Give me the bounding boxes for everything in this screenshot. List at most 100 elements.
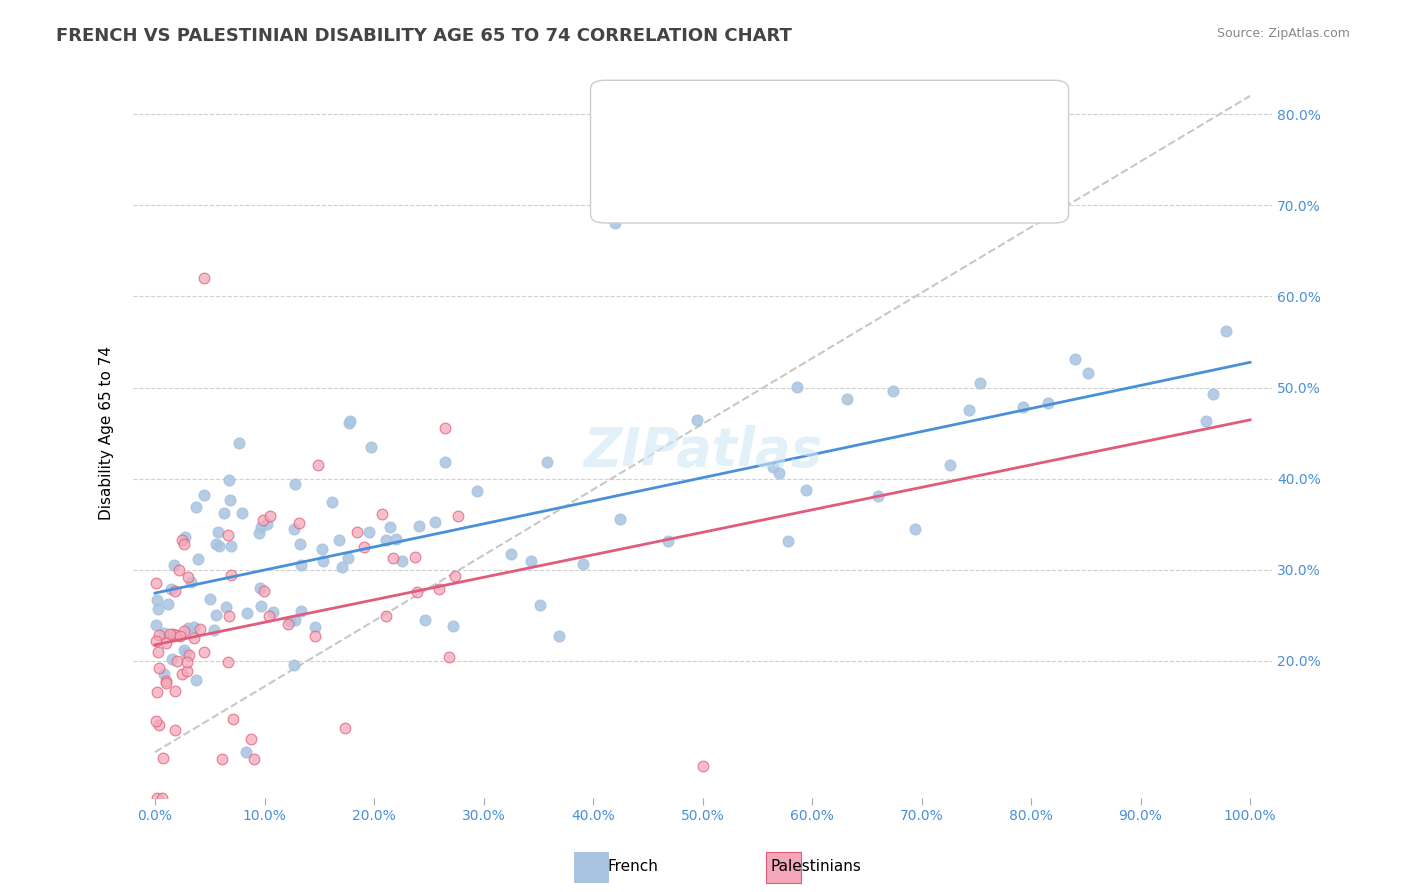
- Point: [287, 516, 309, 530]
- Point: [170, 666, 193, 681]
- Point: [408, 518, 430, 533]
- Point: [163, 583, 186, 598]
- Point: [1012, 401, 1035, 415]
- Point: [193, 271, 215, 285]
- Point: [290, 604, 312, 618]
- Point: [148, 628, 170, 642]
- Y-axis label: Disability Age 65 to 74: Disability Age 65 to 74: [100, 346, 114, 520]
- Point: [163, 723, 186, 737]
- Point: [163, 558, 186, 572]
- Point: [176, 570, 198, 584]
- Point: [239, 731, 262, 746]
- Text: ZIPatlas: ZIPatlas: [583, 425, 823, 477]
- Point: [157, 597, 180, 611]
- Point: [536, 455, 558, 469]
- Point: [437, 650, 460, 665]
- Point: [835, 392, 858, 406]
- Point: [148, 661, 170, 675]
- Point: [381, 550, 404, 565]
- Point: [444, 569, 467, 583]
- Point: [277, 616, 299, 631]
- Point: [145, 618, 167, 632]
- Point: [548, 629, 571, 643]
- Point: [174, 529, 197, 543]
- Point: [312, 554, 335, 568]
- Point: [1038, 396, 1060, 410]
- Point: [219, 539, 242, 553]
- Point: [177, 621, 200, 635]
- Point: [465, 484, 488, 499]
- Point: [247, 525, 270, 540]
- Point: [427, 582, 450, 596]
- Point: [692, 758, 714, 772]
- Point: [957, 403, 980, 417]
- Point: [1064, 352, 1087, 367]
- Point: [337, 550, 360, 565]
- Point: [215, 599, 238, 614]
- Text: Source: ZipAtlas.com: Source: ZipAtlas.com: [1216, 27, 1350, 40]
- Point: [333, 721, 356, 735]
- Point: [150, 790, 173, 805]
- Point: [778, 533, 800, 548]
- Point: [353, 540, 375, 554]
- Point: [218, 473, 240, 487]
- Point: [242, 752, 264, 766]
- Point: [186, 500, 208, 514]
- Point: [501, 547, 523, 561]
- Point: [231, 506, 253, 520]
- Point: [155, 675, 177, 690]
- Point: [262, 605, 284, 619]
- Point: [406, 584, 429, 599]
- Point: [657, 534, 679, 549]
- Point: [360, 441, 382, 455]
- Point: [217, 528, 239, 542]
- Text: R = 0.24   N = 65: R = 0.24 N = 65: [661, 162, 796, 177]
- Point: [187, 551, 209, 566]
- Text: R = 0.508   N = 98: R = 0.508 N = 98: [661, 91, 806, 105]
- Point: [284, 614, 307, 628]
- Point: [434, 454, 457, 468]
- Point: [173, 624, 195, 638]
- Point: [148, 602, 170, 616]
- Point: [250, 599, 273, 614]
- Point: [145, 685, 167, 699]
- Point: [184, 673, 207, 687]
- Point: [391, 554, 413, 568]
- Point: [290, 537, 312, 551]
- Point: [252, 513, 274, 527]
- Point: [794, 483, 817, 497]
- Point: [208, 539, 231, 553]
- Point: [145, 633, 167, 648]
- Point: [939, 458, 962, 472]
- Point: [374, 533, 396, 547]
- Point: [252, 583, 274, 598]
- Point: [145, 714, 167, 728]
- Point: [249, 582, 271, 596]
- Point: [374, 608, 396, 623]
- Point: [159, 627, 181, 641]
- Point: [198, 592, 221, 607]
- Point: [686, 413, 709, 427]
- Point: [176, 665, 198, 679]
- Point: [180, 575, 202, 590]
- Point: [169, 563, 191, 577]
- Point: [162, 627, 184, 641]
- Point: [183, 619, 205, 633]
- Point: [529, 599, 551, 613]
- Point: [359, 525, 381, 540]
- Text: French: French: [607, 859, 658, 874]
- Point: [169, 629, 191, 643]
- Point: [146, 645, 169, 659]
- Point: [609, 512, 631, 526]
- Point: [173, 537, 195, 551]
- Point: [211, 751, 233, 765]
- Point: [1194, 414, 1216, 428]
- Point: [173, 643, 195, 657]
- Point: [283, 657, 305, 672]
- Point: [378, 520, 401, 534]
- Point: [284, 477, 307, 491]
- Point: [307, 458, 329, 473]
- Point: [236, 607, 259, 621]
- Point: [174, 646, 197, 660]
- Point: [165, 628, 187, 642]
